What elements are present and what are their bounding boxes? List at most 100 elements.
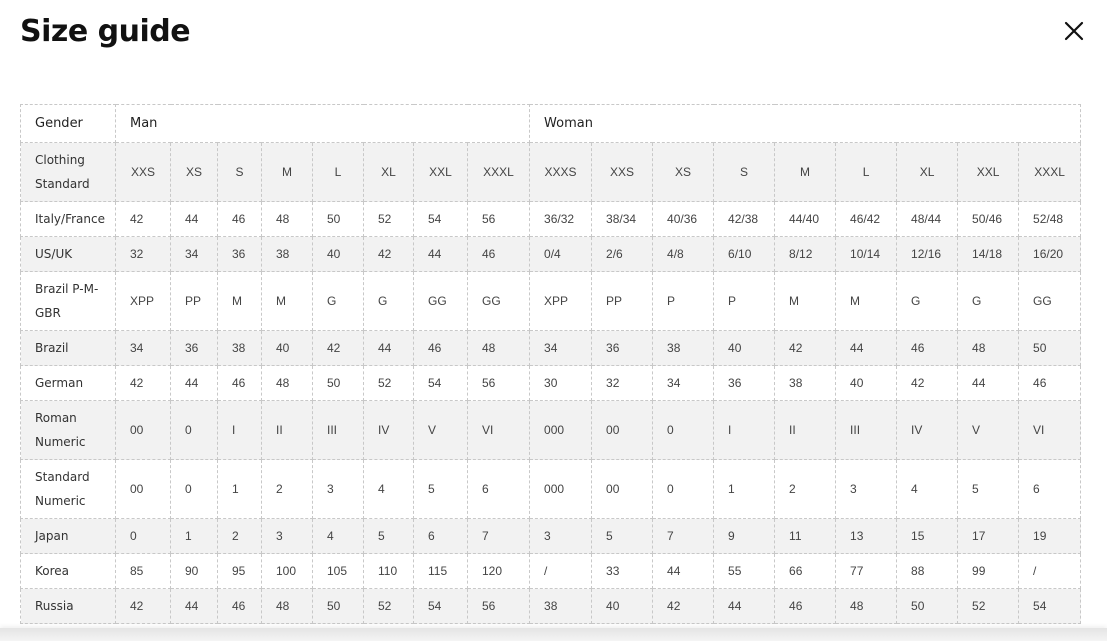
row-label: Italy/France bbox=[20, 201, 116, 237]
size-cell-woman: 50/46 bbox=[957, 201, 1020, 237]
size-cell-man: 42 bbox=[363, 236, 414, 272]
row-label: Standard Numeric bbox=[20, 459, 116, 519]
size-cell-man: 52 bbox=[363, 201, 414, 237]
size-cell-man: 42 bbox=[115, 365, 171, 401]
size-cell-woman: 3 bbox=[835, 459, 898, 519]
size-cell-man: 44 bbox=[170, 365, 218, 401]
size-cell-woman: 40 bbox=[835, 365, 898, 401]
row-label: US/UK bbox=[20, 236, 116, 272]
size-cell-man: 46 bbox=[466, 236, 531, 272]
size-cell-man: 3 bbox=[261, 518, 313, 554]
size-table: Gender Man Woman Clothing Standard XXS XS S… bbox=[20, 104, 1082, 624]
row-label: German bbox=[20, 365, 116, 401]
size-cell-man: 44 bbox=[363, 330, 414, 366]
size-cell-woman: 4/8 bbox=[652, 236, 715, 272]
size-header-man: M bbox=[261, 142, 313, 202]
size-cell-woman: 15 bbox=[896, 518, 959, 554]
size-cell-woman: 33 bbox=[591, 553, 654, 589]
table-row: Korea 85 90 95 100 105 110 115 120/33 44 55 66 77 88 9… bbox=[20, 553, 1082, 589]
size-cell-woman: 13 bbox=[835, 518, 898, 554]
size-header-woman: XXXS bbox=[529, 142, 593, 202]
size-cell-man: 40 bbox=[261, 330, 313, 366]
size-cell-man: V bbox=[413, 400, 468, 460]
size-cell-woman: PP bbox=[591, 271, 654, 331]
size-cell-man: 3 bbox=[312, 459, 364, 519]
size-cell-woman: 42 bbox=[896, 365, 959, 401]
size-cell-woman: 44 bbox=[652, 553, 715, 589]
size-cell-woman: 46 bbox=[896, 330, 959, 366]
table-row: Italy/France 42 44 46 48 50 52 54 56 36/32 38/34 40… bbox=[20, 201, 1082, 237]
size-cell-man: 34 bbox=[170, 236, 218, 272]
size-cell-woman: M bbox=[774, 271, 837, 331]
size-cell-man: 44 bbox=[170, 201, 218, 237]
size-cell-woman: 12/16 bbox=[896, 236, 959, 272]
size-cell-woman: II bbox=[774, 400, 837, 460]
size-cell-woman: / bbox=[1018, 553, 1082, 589]
size-cell-man: 54 bbox=[413, 201, 468, 237]
size-cell-man: M bbox=[217, 271, 262, 331]
size-cell-man: 56 bbox=[466, 201, 531, 237]
size-cell-man: 1 bbox=[170, 518, 218, 554]
size-cell-man: 46 bbox=[413, 330, 468, 366]
size-cell-man: 2 bbox=[261, 459, 313, 519]
size-cell-woman: 5 bbox=[957, 459, 1020, 519]
size-cell-man: GG bbox=[413, 271, 468, 331]
size-cell-woman: 5 bbox=[591, 518, 654, 554]
size-header-man: S bbox=[217, 142, 262, 202]
size-cell-woman: 17 bbox=[957, 518, 1020, 554]
table-row: Standard Numeric 00 0 1 2 3 4 5 6 000 00 0 1 2 3 4 5 6 bbox=[20, 459, 1082, 519]
size-cell-man: 44 bbox=[413, 236, 468, 272]
size-header-man: L bbox=[312, 142, 364, 202]
size-cell-woman: VI bbox=[1018, 400, 1082, 460]
size-cell-woman: 34 bbox=[652, 365, 715, 401]
size-cell-woman: 10/14 bbox=[835, 236, 898, 272]
size-cell-woman: M bbox=[835, 271, 898, 331]
size-cell-woman: 9 bbox=[713, 518, 776, 554]
size-cell-woman: 44 bbox=[835, 330, 898, 366]
size-cell-woman: 42/38 bbox=[713, 201, 776, 237]
size-header-woman: M bbox=[774, 142, 837, 202]
size-cell-man: 50 bbox=[312, 588, 364, 624]
size-cell-woman: 14/18 bbox=[957, 236, 1020, 272]
size-header-man: XXS bbox=[115, 142, 171, 202]
size-cell-woman: 7 bbox=[652, 518, 715, 554]
size-cell-woman: 4 bbox=[896, 459, 959, 519]
size-cell-man: 38 bbox=[217, 330, 262, 366]
size-cell-man: 100 bbox=[261, 553, 313, 589]
size-cell-woman: 6 bbox=[1018, 459, 1082, 519]
size-cell-woman: 0/4 bbox=[529, 236, 593, 272]
size-cell-woman: 55 bbox=[713, 553, 776, 589]
page-title: Size guide bbox=[20, 14, 191, 49]
size-header-man: XXXL bbox=[466, 142, 531, 202]
size-cell-man: 52 bbox=[363, 588, 414, 624]
size-cell-man: 36 bbox=[170, 330, 218, 366]
size-cell-man: 5 bbox=[363, 518, 414, 554]
size-cell-man: 6 bbox=[466, 459, 531, 519]
size-cell-woman: 50 bbox=[896, 588, 959, 624]
table-row: Brazil P-M-GBR XPP PP M M G G GG GG XPP PP P P M M G G GG bbox=[20, 271, 1082, 331]
size-cell-man: 5 bbox=[413, 459, 468, 519]
size-cell-man: XPP bbox=[115, 271, 171, 331]
size-cell-man: I bbox=[217, 400, 262, 460]
size-cell-woman: P bbox=[652, 271, 715, 331]
size-cell-man: 90 bbox=[170, 553, 218, 589]
size-header-man: XXL bbox=[413, 142, 468, 202]
close-button[interactable] bbox=[1062, 19, 1086, 43]
size-cell-man: II bbox=[261, 400, 313, 460]
size-cell-man: 48 bbox=[261, 201, 313, 237]
size-cell-woman: 50 bbox=[1018, 330, 1082, 366]
clothing-standard-row: Clothing Standard XXS XS S M L XL XXL XXXL XXXS XX… bbox=[20, 142, 1082, 202]
size-header-man: XL bbox=[363, 142, 414, 202]
size-cell-man: 48 bbox=[261, 588, 313, 624]
size-cell-woman: 48 bbox=[835, 588, 898, 624]
size-cell-man: 46 bbox=[217, 365, 262, 401]
table-row: Roman Numeric 00 0 I II III IV V VI 000 00 0 I II III I… bbox=[20, 400, 1082, 460]
size-cell-woman: 0 bbox=[652, 459, 715, 519]
size-cell-man: 85 bbox=[115, 553, 171, 589]
size-cell-man: G bbox=[363, 271, 414, 331]
size-cell-man: 44 bbox=[170, 588, 218, 624]
size-cell-woman: 34 bbox=[529, 330, 593, 366]
size-cell-man: 46 bbox=[217, 588, 262, 624]
size-cell-woman: 3 bbox=[529, 518, 593, 554]
size-cell-man: M bbox=[261, 271, 313, 331]
